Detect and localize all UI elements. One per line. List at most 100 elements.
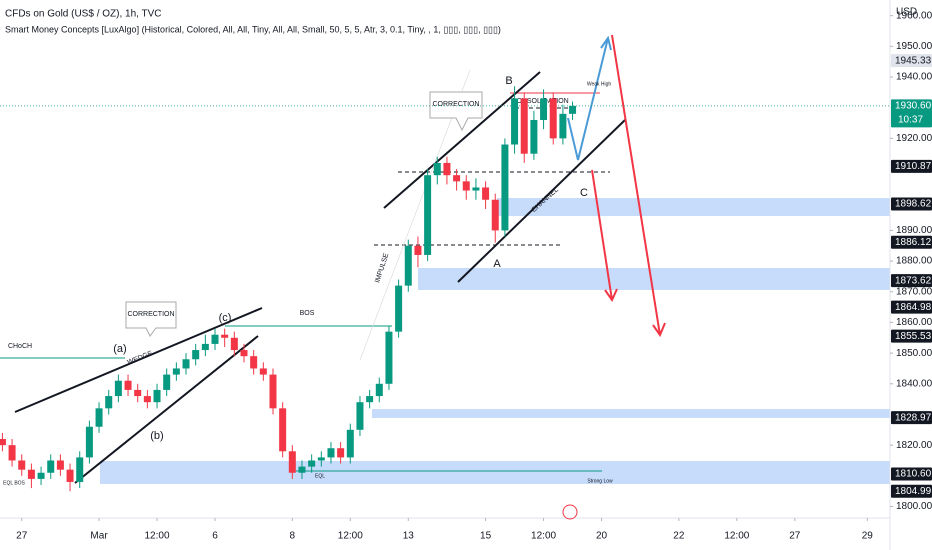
- candle-body: [433, 162, 441, 176]
- price-label: 1886.12: [895, 237, 932, 248]
- candle-body: [491, 199, 499, 231]
- candle-body: [66, 469, 74, 482]
- candle-body: [27, 469, 35, 479]
- candle-body: [163, 374, 171, 390]
- candle-body: [501, 144, 509, 231]
- annotation: (b): [150, 430, 163, 442]
- candle-body: [37, 472, 45, 479]
- annotation: BOS: [300, 310, 315, 317]
- candle-body: [269, 374, 277, 409]
- annotation: B: [505, 75, 512, 87]
- zone: [497, 198, 890, 216]
- annotation: A: [493, 258, 501, 270]
- x-tick-label: 6: [212, 531, 218, 542]
- candle-body: [76, 457, 84, 482]
- price-label: 1898.62: [895, 199, 932, 210]
- channel-line: [383, 71, 541, 209]
- x-tick-label: 12:00: [145, 531, 170, 542]
- x-tick-label: Mar: [90, 531, 108, 542]
- candle-body: [404, 245, 412, 286]
- x-tick-label: 8: [290, 531, 296, 542]
- icon: [562, 504, 578, 520]
- x-tick-label: 29: [862, 531, 874, 542]
- projection-arrow: [567, 37, 609, 161]
- candle-body: [182, 359, 190, 369]
- price-label-box: [891, 411, 932, 425]
- candle-body: [240, 350, 248, 357]
- candle-body: [143, 396, 151, 403]
- zone: [372, 409, 890, 418]
- price-label-box: [891, 300, 932, 314]
- candles: [0, 86, 890, 492]
- price-label-box: [891, 484, 932, 498]
- x-tick-label: 20: [596, 531, 608, 542]
- zone: [100, 461, 890, 484]
- candle-body: [317, 457, 325, 461]
- y-tick-label: 1960.00: [896, 10, 932, 21]
- price-label: 1810.60: [895, 469, 932, 480]
- candle-body: [230, 337, 238, 351]
- candle-body: [105, 396, 113, 409]
- candle-body: [47, 460, 55, 473]
- y-tick-label: 1940.00: [896, 72, 932, 83]
- price-label-box: [891, 197, 932, 211]
- y-tick-label: 1820.00: [896, 440, 932, 451]
- channel-line: [457, 119, 626, 283]
- price-label: 1828.97: [895, 412, 932, 423]
- y-axis-label: USD: [896, 7, 917, 18]
- candle-body: [18, 460, 26, 470]
- price-label-box: [891, 99, 932, 128]
- candle-body: [172, 368, 180, 375]
- x-tick-label: 27: [789, 531, 801, 542]
- candle-body: [298, 466, 306, 473]
- annotation: EQL BOS: [3, 480, 25, 486]
- x-tick-label: 15: [480, 531, 492, 542]
- price-label-box: [891, 159, 932, 173]
- candle-body: [424, 175, 432, 255]
- candle-body: [95, 408, 103, 427]
- candle-body: [346, 429, 354, 458]
- candle-body: [569, 105, 577, 114]
- price-label: 1864.98: [895, 302, 932, 313]
- price-label-box: [891, 235, 932, 249]
- candle-body: [288, 451, 296, 473]
- candle-body: [366, 396, 374, 403]
- candle-body: [85, 426, 93, 458]
- callout-box: [125, 301, 177, 337]
- candle-body: [356, 402, 364, 430]
- callout-box: [429, 91, 483, 132]
- candle-body: [114, 380, 122, 397]
- countdown: 10:37: [898, 115, 923, 126]
- x-tick-label: 12:00: [531, 531, 556, 542]
- zones: [100, 198, 890, 484]
- candle-body: [472, 187, 480, 191]
- candle-body: [221, 334, 229, 338]
- annotation: (a): [113, 343, 126, 355]
- arrow-head: [600, 35, 612, 51]
- candle-body: [511, 98, 519, 145]
- price-label-box: [891, 329, 932, 343]
- candle-body: [559, 113, 567, 139]
- price-label-box: [891, 467, 932, 481]
- candle-body: [530, 119, 538, 154]
- y-tick-label: 1840.00: [896, 378, 932, 389]
- x-tick-label: 13: [403, 531, 415, 542]
- candle-body: [337, 448, 345, 458]
- chart-subtitle: Smart Money Concepts [LuxAlgo] (Historic…: [5, 24, 501, 34]
- candle-body: [443, 162, 451, 176]
- candle-body: [279, 408, 287, 452]
- arrow-head: [652, 322, 666, 338]
- annotation: C: [580, 187, 588, 199]
- x-tick-label: 22: [673, 531, 685, 542]
- annotation: CORRECTION: [432, 101, 479, 108]
- annotation: CONSOLIDATION: [511, 98, 568, 105]
- price-label: 1945.33: [895, 55, 932, 66]
- candle-body: [462, 181, 470, 191]
- price-label: 1910.87: [895, 161, 932, 172]
- price-label: 1855.53: [895, 331, 932, 342]
- wedge-line: [14, 307, 263, 413]
- arrow-head: [604, 288, 618, 303]
- wedge-line: [74, 335, 259, 484]
- annotation: Weak High: [587, 81, 612, 87]
